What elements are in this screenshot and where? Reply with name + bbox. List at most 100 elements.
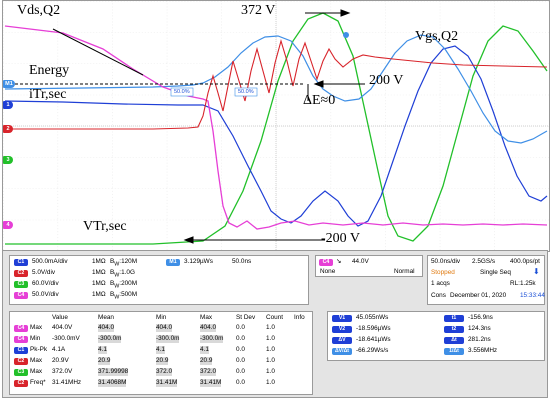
- meas-cell: 404.0: [98, 324, 114, 332]
- resolution: 400.0ps/pt: [510, 258, 540, 265]
- meas-cell: 0.0: [236, 357, 245, 364]
- label-itr: iTr,sec: [29, 87, 67, 102]
- meas-name: Max: [30, 324, 43, 331]
- date: December 01, 2020: [450, 292, 507, 299]
- acq-seq: Single Seq: [480, 269, 511, 276]
- meas-header: Info: [294, 314, 305, 321]
- math-scale: 3.129µWs: [184, 258, 213, 265]
- record-length: RL:1.25k: [510, 280, 536, 287]
- math-time: 50.0ns: [232, 258, 252, 265]
- meas-cell: 20.9: [98, 357, 111, 365]
- trigger-level: 44.0V: [352, 258, 369, 265]
- meas-cell: 1.0: [266, 346, 275, 353]
- badge-c2: C2: [14, 270, 28, 277]
- badge-c4: C4: [14, 292, 28, 299]
- cursor-value: -18.596µWs: [356, 325, 391, 332]
- label-vgs: Vgs,Q2: [415, 29, 459, 44]
- meas-cell: 20.9: [200, 357, 213, 365]
- meas-cell: 20.9: [156, 357, 169, 365]
- meas-cell: 4.1: [156, 346, 165, 354]
- meas-channel-badge: C4: [14, 325, 28, 332]
- control-panel: C1 500.0mA/div 1MΩ BW:120M C2 5.0V/div 1…: [2, 250, 548, 398]
- measurements-table[interactable]: Value Mean Min Max St Dev Count Info C4 M…: [9, 311, 313, 395]
- meas-cell: 1.0: [266, 335, 275, 342]
- marker-c4[interactable]: 4: [3, 221, 13, 229]
- meas-cell: 372.0V: [52, 368, 73, 375]
- cursor-tag: Δt: [444, 337, 464, 344]
- meas-name: Max: [30, 368, 43, 375]
- trace-math: [4, 34, 548, 144]
- meas-cell: 4.1: [98, 346, 107, 354]
- c2-impedance: 1MΩ: [92, 269, 106, 276]
- marker-c2[interactable]: 2: [3, 125, 13, 133]
- meas-cell: -300.0m: [98, 335, 122, 343]
- meas-cell: 404.0: [200, 324, 216, 332]
- badge-c1: C1: [14, 259, 28, 266]
- trace-c2: [5, 39, 548, 130]
- cursor-tag: V1: [332, 315, 352, 322]
- c4-bw: BW:500M: [110, 291, 138, 301]
- trigger-coupling: None: [320, 268, 336, 275]
- c3-impedance: 1MΩ: [92, 280, 106, 287]
- cursor-value: 3.556MHz: [468, 347, 498, 354]
- trace-c3: [5, 12, 548, 245]
- waveform-svg: [3, 1, 549, 251]
- meas-cell: 31.41MHz: [52, 379, 82, 386]
- meas-header: Max: [200, 314, 213, 321]
- meas-cell: 1.0: [266, 324, 275, 331]
- meas-header: Min: [156, 314, 167, 321]
- cursor-tag: 1/Δt: [444, 348, 464, 355]
- cursor-value: 124.3ns: [468, 325, 491, 332]
- cursor-tag: t2: [444, 326, 464, 333]
- acquisition-settings[interactable]: 50.0ns/div 2.5GS/s 400.0ps/pt Stopped Si…: [427, 255, 545, 305]
- cursor-value: 45.055nWs: [356, 314, 389, 321]
- meas-cell: 4.1A: [52, 346, 66, 353]
- c2-scale: 5.0V/div: [32, 269, 56, 276]
- channel-settings[interactable]: C1 500.0mA/div 1MΩ BW:120M C2 5.0V/div 1…: [9, 255, 309, 305]
- cons-label: Cons: [431, 292, 446, 299]
- c1-impedance: 1MΩ: [92, 258, 106, 265]
- cursor-tag-right: 50.0%: [238, 89, 254, 95]
- label-200v: 200 V: [369, 73, 404, 88]
- timebase: 50.0ns/div: [431, 258, 461, 265]
- meas-cell: -300.0m: [200, 335, 224, 343]
- meas-cell: 0.0: [236, 368, 245, 375]
- cursor-tag: ΔV/Δt: [332, 348, 352, 355]
- cursor-tag: t1: [444, 315, 464, 322]
- run-stop-icon[interactable]: ⬇: [533, 267, 540, 276]
- meas-cell: 1.0: [266, 379, 275, 386]
- trigger-mode: Normal: [394, 268, 415, 275]
- label-vds: Vds,Q2: [17, 3, 61, 18]
- label-delta-e: ΔE≈0: [303, 93, 336, 108]
- cursor-value: 281.2ns: [468, 336, 491, 343]
- meas-cell: 0.0: [236, 324, 245, 331]
- cursor-tag: V2: [332, 326, 352, 333]
- label-372v: 372 V: [241, 3, 276, 18]
- label-vtr: VTr,sec: [83, 219, 127, 234]
- meas-name: Freq*: [30, 379, 46, 386]
- waveform-display: 50.0% 50.0% M1 1 2 3 4 Vds,Q2 Energy iTr…: [2, 0, 550, 252]
- marker-c1[interactable]: 1: [3, 101, 13, 109]
- meas-header: Mean: [98, 314, 114, 321]
- cursor-value: -156.9ns: [468, 314, 493, 321]
- c3-scale: 60.0V/div: [32, 280, 59, 287]
- meas-channel-badge: C2: [14, 358, 28, 365]
- sample-rate: 2.5GS/s: [472, 258, 496, 265]
- marker-c3[interactable]: 3: [3, 156, 13, 164]
- meas-cell: 371.99998: [98, 368, 129, 376]
- label-energy: Energy: [29, 63, 70, 78]
- meas-cell: 404.0V: [52, 324, 73, 331]
- meas-name: Min: [30, 335, 41, 342]
- meas-header: Value: [52, 314, 68, 321]
- meas-channel-badge: C2: [14, 380, 28, 387]
- meas-cell: 31.41M: [156, 379, 178, 387]
- annotation-arrows: [52, 9, 365, 244]
- acq-state: Stopped: [431, 269, 455, 276]
- trigger-settings[interactable]: C4 ↘ 44.0V None Normal: [315, 255, 423, 277]
- marker-math[interactable]: M1: [3, 80, 15, 88]
- meas-header: Count: [266, 314, 284, 321]
- cursor-readout[interactable]: V1 45.055nWs V2 -18.596µWs ΔV -18.641µWs ΔV/Δt…: [327, 311, 545, 361]
- meas-cell: 31.4068M: [98, 379, 127, 387]
- c2-bw: BW:1.0G: [110, 269, 135, 279]
